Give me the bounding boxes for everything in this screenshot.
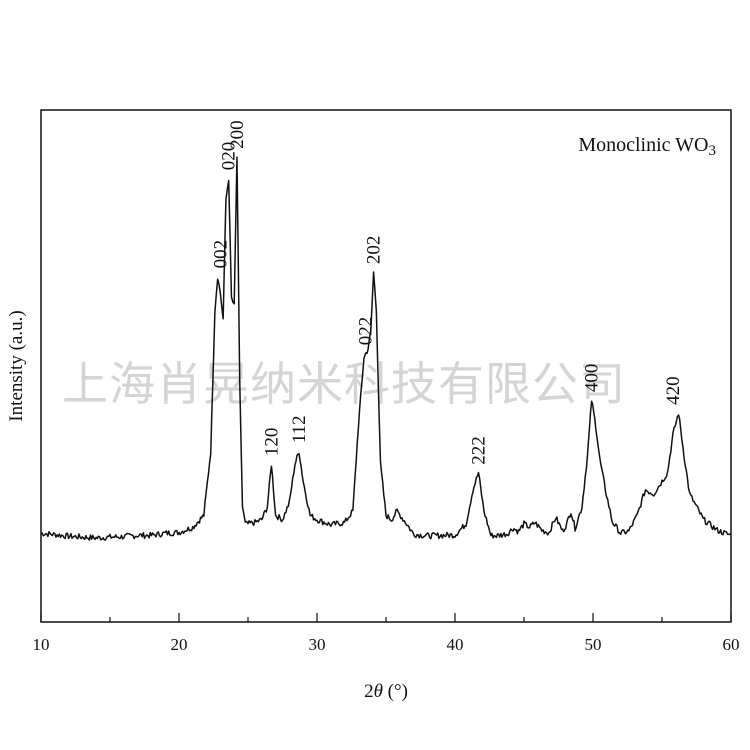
watermark-text: 上海肖晃纳米科技有限公司 bbox=[62, 357, 626, 411]
x-tick-label: 20 bbox=[171, 635, 188, 654]
peak-label-120: 120 bbox=[262, 428, 283, 457]
x-tick-label: 30 bbox=[309, 635, 326, 654]
x-tick-label: 40 bbox=[447, 635, 464, 654]
legend-label: Monoclinic WO3 bbox=[578, 134, 716, 159]
peak-label-002: 002 bbox=[210, 240, 231, 269]
x-tick-label: 50 bbox=[585, 635, 602, 654]
x-axis-label: 2θ (°) bbox=[364, 681, 408, 702]
peak-label-112: 112 bbox=[289, 416, 310, 444]
peak-label-022: 022 bbox=[355, 317, 376, 346]
x-tick-label: 60 bbox=[723, 635, 740, 654]
peak-label-020: 020 bbox=[219, 142, 240, 171]
peak-label-400: 400 bbox=[582, 364, 603, 393]
y-axis-label: Intensity (a.u.) bbox=[6, 310, 27, 421]
diffraction-pattern-line bbox=[40, 156, 732, 541]
x-axis-tick-labels: 10 20 30 40 50 60 bbox=[33, 635, 740, 654]
x-tick-label: 10 bbox=[33, 635, 50, 654]
watermark: 上海肖晃纳米科技有限公司 bbox=[62, 357, 626, 411]
peak-label-222: 222 bbox=[469, 436, 490, 465]
x-axis-ticks bbox=[40, 613, 732, 622]
peak-label-200: 200 bbox=[227, 120, 248, 149]
peak-label-202: 202 bbox=[364, 236, 385, 265]
peak-label-420: 420 bbox=[663, 376, 684, 405]
